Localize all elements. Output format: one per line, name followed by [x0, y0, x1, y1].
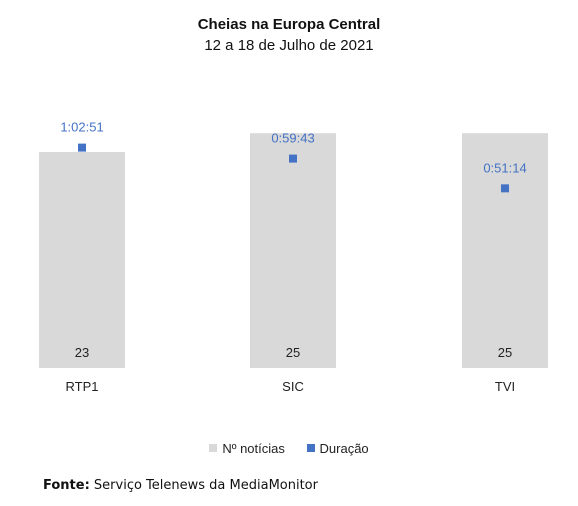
chart-legend: Nº notícias Duração	[0, 440, 578, 456]
point-label-duracao-sic: 0:59:43	[271, 131, 314, 146]
point-label-duracao-tvi: 0:51:14	[483, 160, 526, 175]
bar-rtp1	[39, 151, 125, 368]
source-text: Serviço Telenews da MediaMonitor	[93, 478, 318, 493]
point-duracao-sic	[289, 154, 297, 163]
bar-label-sic: 25	[286, 345, 300, 360]
legend-item-duracao: Duração	[306, 440, 369, 456]
legend-item-noticias: Nº notícias	[209, 441, 285, 456]
legend-label-noticias: Nº notícias	[222, 440, 285, 456]
chart-plot: 23 RTP1 1:02:51 25 SIC 0:59:43 25 TVI 0:51:14	[39, 120, 548, 394]
legend-swatch-noticias	[209, 444, 218, 452]
x-tick-rtp1: RTP1	[66, 379, 99, 394]
legend-label-duracao: Duração	[319, 440, 369, 456]
chart-title: Cheias na Europa Central	[197, 16, 381, 33]
bar-sic	[250, 133, 336, 368]
x-tick-sic: SIC	[282, 379, 304, 394]
x-tick-tvi: TVI	[495, 379, 515, 394]
legend-swatch-duracao	[306, 444, 315, 452]
bar-tvi	[462, 133, 548, 368]
point-duracao-rtp1	[78, 143, 86, 152]
source-label: Fonte:	[43, 478, 90, 493]
chart-subtitle: 12 a 18 de Julho de 2021	[204, 37, 374, 54]
bar-label-tvi: 25	[498, 345, 512, 360]
source-note: Fonte: Serviço Telenews da MediaMonitor	[43, 478, 318, 493]
bar-label-rtp1: 23	[75, 345, 89, 360]
point-duracao-tvi	[501, 184, 509, 193]
point-label-duracao-rtp1: 1:02:51	[60, 120, 103, 135]
